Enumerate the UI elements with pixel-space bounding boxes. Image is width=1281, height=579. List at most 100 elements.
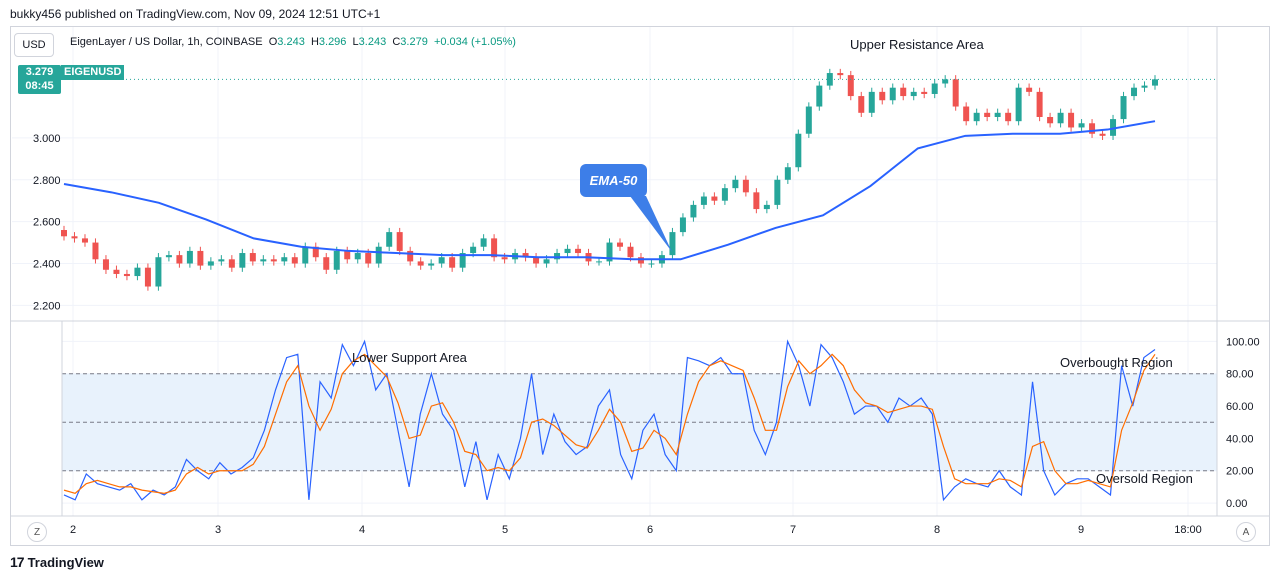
x-tick-label: 9: [1078, 524, 1084, 536]
candle-body: [354, 253, 361, 260]
price-tick-label: 2.200: [33, 300, 61, 312]
candle-body: [1099, 133, 1106, 136]
candle-body: [1036, 91, 1043, 117]
currency-button[interactable]: USD: [14, 33, 54, 57]
candle-body: [1120, 96, 1127, 120]
candle-body: [837, 73, 844, 76]
x-tick-label: 8: [934, 524, 940, 536]
x-tick-label: 18:00: [1174, 524, 1202, 536]
stoch-tick-label: 60.00: [1226, 401, 1254, 413]
candle-body: [763, 204, 770, 210]
candle-body: [847, 75, 854, 97]
candle-body: [952, 79, 959, 107]
open-value: 3.243: [277, 36, 305, 48]
candle-body: [1026, 87, 1033, 92]
candle-body: [81, 238, 88, 243]
candle-body: [606, 242, 613, 262]
candle-body: [323, 257, 330, 270]
candle-body: [249, 253, 256, 262]
upper-resistance-label: Upper Resistance Area: [850, 37, 984, 52]
close-value: 3.279: [400, 36, 428, 48]
candle-body: [281, 257, 288, 262]
candle-body: [407, 250, 414, 262]
x-tick-label: 3: [215, 524, 221, 536]
candle-body: [1131, 87, 1138, 97]
candle-body: [1152, 79, 1158, 86]
candle-body: [931, 83, 938, 94]
candle-body: [879, 91, 886, 101]
candle-body: [690, 204, 697, 218]
candle-body: [774, 179, 781, 205]
open-label: O: [268, 36, 278, 48]
price-tick-label: 3.000: [33, 133, 61, 145]
stoch-tick-label: 20.00: [1226, 466, 1254, 478]
candle-body: [1068, 112, 1075, 128]
low-label: L: [352, 36, 359, 48]
candle-body: [176, 255, 183, 264]
stoch-tick-label: 80.00: [1226, 369, 1254, 381]
candle-body: [742, 179, 749, 193]
candle-body: [386, 232, 393, 247]
candle-body: [721, 188, 728, 201]
x-tick-label: 2: [70, 524, 76, 536]
candle-body: [396, 232, 403, 251]
candle-body: [921, 91, 928, 94]
stoch-d-line: [63, 353, 1156, 495]
candle-body: [648, 263, 655, 265]
candle-body: [417, 261, 424, 266]
candle-body: [344, 250, 351, 260]
candle-body: [900, 87, 907, 97]
candle-body: [711, 196, 718, 201]
candle-body: [501, 257, 508, 260]
candle-body: [1015, 87, 1022, 122]
candle-body: [963, 106, 970, 122]
candle-body: [826, 73, 833, 86]
price-tick-label: 2.400: [33, 258, 61, 270]
candle-body: [575, 248, 582, 254]
candle-body: [375, 246, 382, 264]
price-tick-label: 2.800: [33, 175, 61, 187]
candle-body: [239, 253, 246, 268]
candle-body: [627, 246, 634, 258]
candle-body: [302, 246, 309, 264]
symbol-tag: EIGENUSD: [61, 65, 125, 80]
candle-body: [868, 91, 875, 113]
tradingview-logo[interactable]: 17 TradingView: [10, 554, 104, 570]
candle-body: [910, 91, 917, 97]
candle-body: [228, 259, 235, 268]
high-label: H: [310, 36, 319, 48]
brand-name: TradingView: [27, 554, 104, 570]
candle-body: [333, 250, 340, 270]
stoch-tick-label: 0.00: [1226, 498, 1247, 510]
auto-scale-a-button[interactable]: A: [1236, 522, 1256, 542]
auto-scale-z-button[interactable]: Z: [27, 522, 47, 542]
stoch-k-line: [63, 339, 1156, 502]
candle-body: [994, 112, 1001, 117]
stochastic-band: [62, 373, 1217, 472]
low-value: 3.243: [358, 36, 387, 48]
x-tick-label: 4: [359, 524, 365, 536]
x-tick-label: 7: [790, 524, 796, 536]
candle-body: [470, 246, 477, 254]
candle-body: [291, 257, 298, 264]
candle-body: [858, 96, 865, 113]
overbought-label: Overbought Region: [1060, 355, 1173, 370]
candle-body: [1057, 112, 1064, 124]
candle-body: [102, 259, 109, 270]
last-price: 3.279: [25, 66, 54, 78]
candle-body: [522, 253, 529, 258]
candle-body: [1005, 112, 1012, 122]
candle-body: [92, 242, 99, 260]
symbol-info: EigenLayer / US Dollar, 1h, COINBASE: [70, 36, 263, 48]
symbol-header: EigenLayer / US Dollar, 1h, COINBASE O3.…: [70, 36, 516, 48]
stoch-tick-label: 40.00: [1226, 433, 1254, 445]
candle-body: [207, 261, 214, 266]
change-value: +0.034 (+1.05%): [433, 36, 516, 48]
candle-body: [753, 192, 760, 210]
tradingview-logo-icon: 17: [10, 554, 25, 570]
candle-body: [1089, 123, 1096, 134]
candle-body: [889, 87, 896, 101]
candle-body: [732, 179, 739, 189]
candle-body: [784, 167, 791, 180]
